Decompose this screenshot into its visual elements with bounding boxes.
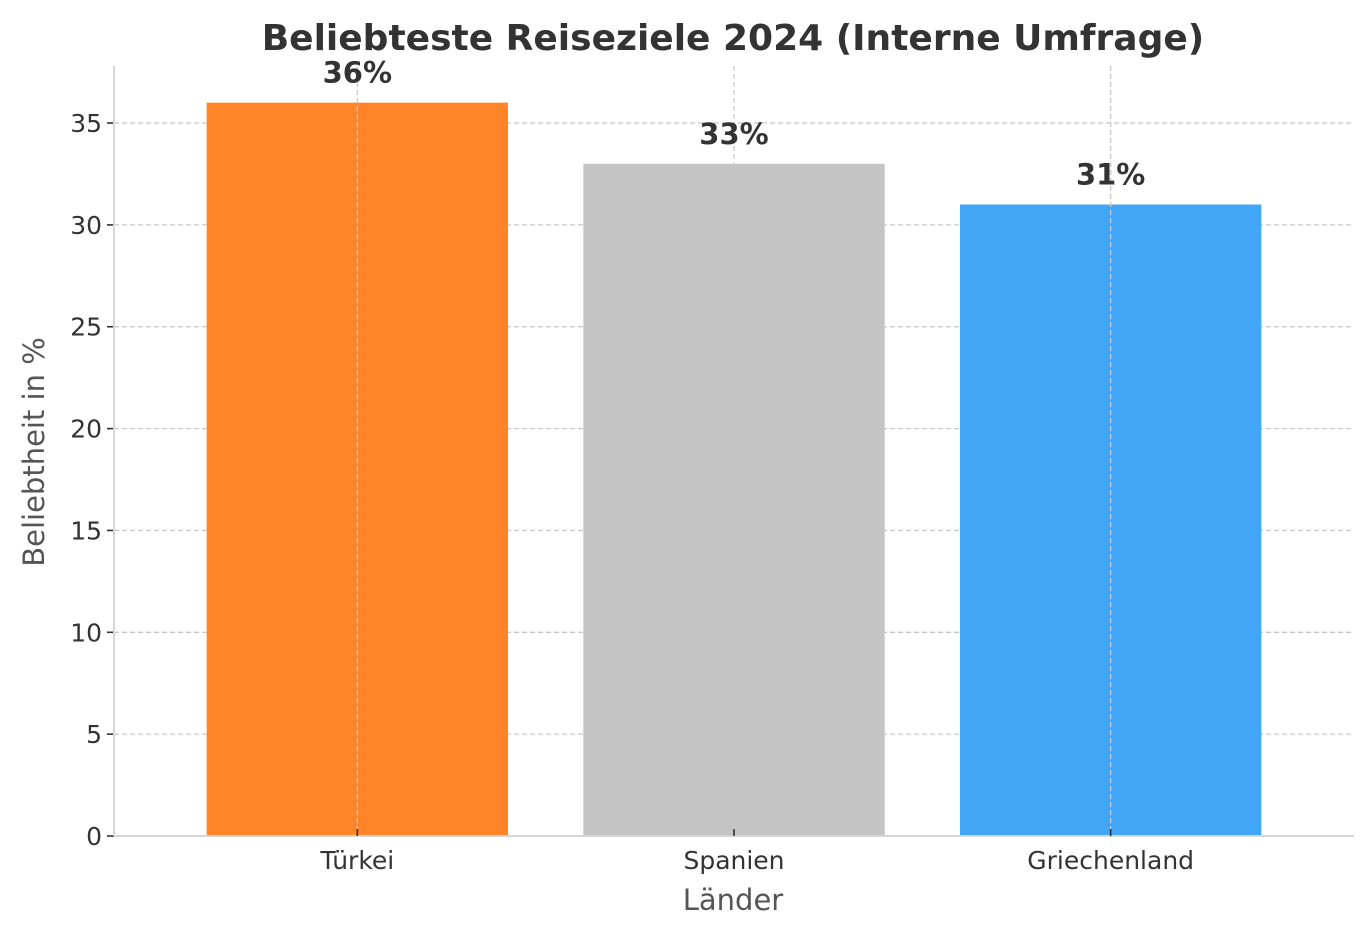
y-tick-label: 35 [70,109,102,138]
chart-title: Beliebteste Reiseziele 2024 (Interne Umf… [262,18,1205,59]
y-tick-label: 25 [70,313,102,342]
data-label: 33% [699,117,768,151]
data-label: 36% [323,56,392,90]
y-tick-label: 15 [70,516,102,545]
data-labels: 36% 33% 31% [323,56,1146,192]
axes: 0 5 10 15 20 25 30 35 Türkei Spanien Griechenland [70,66,1354,875]
y-tick-label: 30 [70,211,102,240]
y-tick-label: 10 [70,618,102,647]
y-tick-label: 20 [70,415,102,444]
data-label: 31% [1076,158,1145,192]
x-axis-title: Länder [683,883,784,917]
y-tick-label: 5 [86,720,102,749]
y-axis-title: Beliebtheit in % [17,337,51,567]
y-tick-label: 0 [86,822,102,851]
x-tick-label: Spanien [683,846,784,875]
vertical-grid-lines [356,66,1112,836]
x-tick-label: Türkei [319,846,394,875]
x-tick-label: Griechenland [1027,846,1194,875]
